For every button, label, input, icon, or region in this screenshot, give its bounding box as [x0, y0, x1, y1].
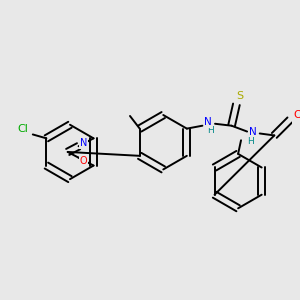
Text: S: S — [237, 91, 244, 100]
Text: Cl: Cl — [18, 124, 28, 134]
Text: O: O — [80, 156, 87, 166]
Text: H: H — [248, 137, 254, 146]
Text: N: N — [249, 127, 257, 136]
Text: O: O — [293, 110, 300, 120]
Text: N: N — [204, 117, 212, 127]
Text: N: N — [80, 138, 87, 148]
Text: H: H — [207, 126, 214, 135]
